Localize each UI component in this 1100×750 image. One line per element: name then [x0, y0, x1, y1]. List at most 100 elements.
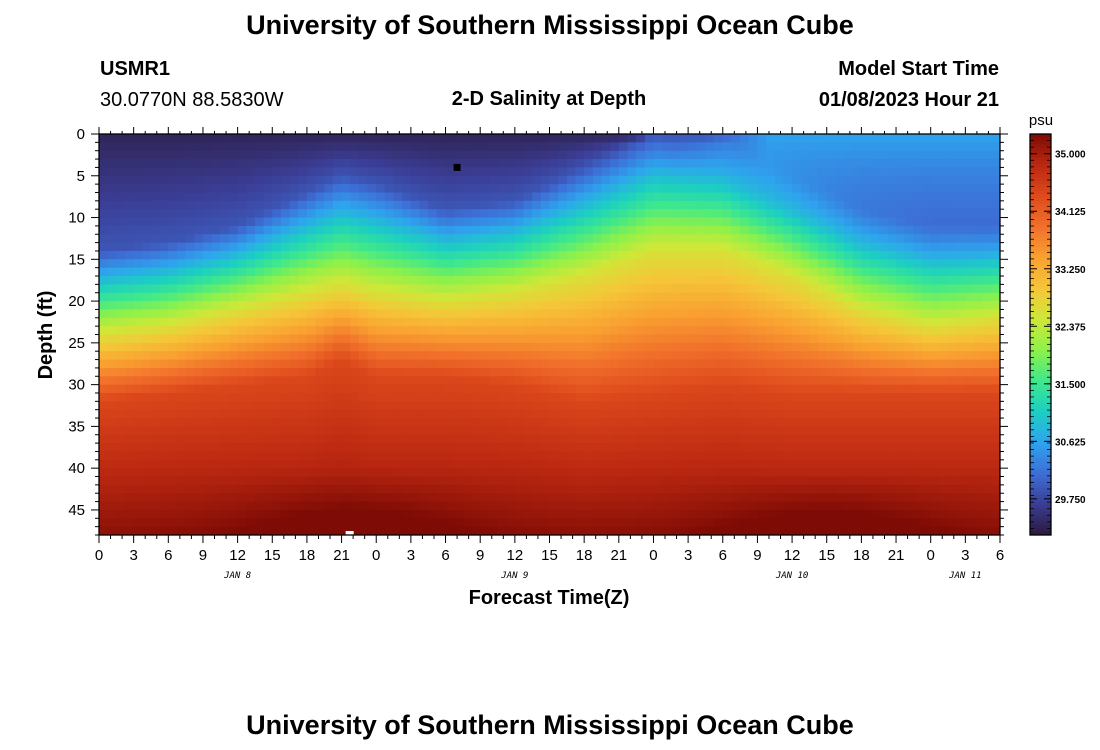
heatmap-cell [939, 451, 949, 461]
heatmap-cell [280, 526, 291, 536]
heatmap-cell [220, 509, 230, 519]
heatmap-cell [350, 476, 360, 486]
heatmap-cell [818, 493, 828, 503]
heatmap-cell [254, 159, 265, 168]
heatmap-cell [384, 159, 395, 168]
heatmap-cell [913, 301, 923, 310]
heatmap-cell [280, 175, 291, 185]
heatmap-cell [384, 209, 395, 219]
heatmap-cell [922, 351, 932, 361]
heatmap-cell [289, 468, 299, 478]
heatmap-cell [497, 359, 507, 369]
heatmap-cell [930, 150, 940, 160]
heatmap-cell [384, 309, 395, 319]
heatmap-cell [896, 326, 906, 335]
heatmap-cell [601, 317, 611, 327]
heatmap-cell [471, 284, 481, 294]
heatmap-cell [948, 276, 958, 285]
heatmap-cell [826, 392, 836, 402]
heatmap-cell [324, 250, 334, 260]
heatmap-cell [575, 242, 585, 252]
heatmap-cell [133, 250, 143, 260]
heatmap-cell [350, 159, 360, 168]
heatmap-cell [783, 209, 793, 219]
heatmap-cell [731, 134, 741, 143]
heatmap-cell [393, 309, 403, 319]
heatmap-cell [280, 150, 291, 160]
heatmap-cell [272, 184, 282, 193]
heatmap-cell [584, 426, 594, 436]
heatmap-cell [159, 326, 169, 335]
heatmap-cell [410, 426, 421, 436]
heatmap-cell [306, 200, 317, 210]
heatmap-cell [211, 134, 221, 143]
heatmap-cell [506, 526, 516, 536]
heatmap-cell [783, 301, 793, 310]
heatmap-cell [99, 342, 109, 352]
heatmap-cell [315, 367, 325, 377]
heatmap-cell [766, 184, 776, 193]
heatmap-cell [974, 451, 984, 461]
heatmap-cell [861, 184, 871, 193]
heatmap-cell [705, 392, 715, 402]
heatmap-cell [930, 451, 940, 461]
heatmap-cell [228, 142, 239, 152]
heatmap-cell [696, 234, 706, 244]
heatmap-cell [783, 142, 793, 152]
heatmap-cell [714, 309, 724, 319]
heatmap-cell [142, 409, 152, 419]
heatmap-cell [211, 359, 221, 369]
heatmap-cell [306, 468, 317, 478]
heatmap-cell [324, 309, 334, 319]
heatmap-cell [878, 326, 888, 335]
heatmap-cell [965, 509, 975, 519]
heatmap-cell [618, 259, 628, 269]
heatmap-cell [956, 342, 966, 352]
heatmap-cell [809, 200, 819, 210]
heatmap-cell [558, 150, 568, 160]
heatmap-cell [714, 167, 724, 177]
heatmap-cell [688, 468, 698, 478]
heatmap-cell [974, 484, 984, 494]
heatmap-cell [133, 351, 143, 361]
heatmap-cell [419, 434, 429, 444]
heatmap-cell [532, 401, 542, 411]
heatmap-cell [956, 392, 966, 402]
heatmap-cell [783, 392, 793, 402]
heatmap-cell [592, 142, 602, 152]
heatmap-cell [705, 234, 715, 244]
heatmap-cell [662, 443, 672, 452]
heatmap-cell [601, 225, 611, 235]
heatmap-cell [861, 234, 871, 244]
heatmap-cell [610, 159, 620, 168]
heatmap-cell [939, 401, 949, 411]
heatmap-cell [610, 409, 620, 419]
heatmap-cell [844, 418, 854, 427]
heatmap-cell [792, 526, 802, 536]
heatmap-cell [324, 518, 334, 528]
heatmap-cell [792, 493, 802, 503]
heatmap-cell [185, 484, 195, 494]
heatmap-cell [930, 359, 940, 369]
heatmap-cell [861, 392, 871, 402]
heatmap-cell [740, 184, 750, 193]
heatmap-cell [757, 426, 767, 436]
heatmap-cell [159, 259, 169, 269]
heatmap-cell [965, 209, 975, 219]
heatmap-cell [280, 493, 291, 503]
heatmap-cell [644, 476, 654, 486]
heatmap-cell [584, 301, 594, 310]
heatmap-cell [731, 326, 741, 335]
heatmap-cell [948, 150, 958, 160]
heatmap-cell [627, 367, 637, 377]
heatmap-cell [930, 409, 940, 419]
heatmap-cell [532, 175, 542, 185]
heatmap-cell [991, 501, 1001, 511]
heatmap-cell [662, 200, 672, 210]
heatmap-cell [722, 317, 732, 327]
heatmap-cell [818, 518, 828, 528]
heatmap-cell [315, 234, 325, 244]
heatmap-cell [202, 418, 213, 427]
heatmap-cell [315, 192, 325, 202]
heatmap-cell [445, 225, 455, 235]
